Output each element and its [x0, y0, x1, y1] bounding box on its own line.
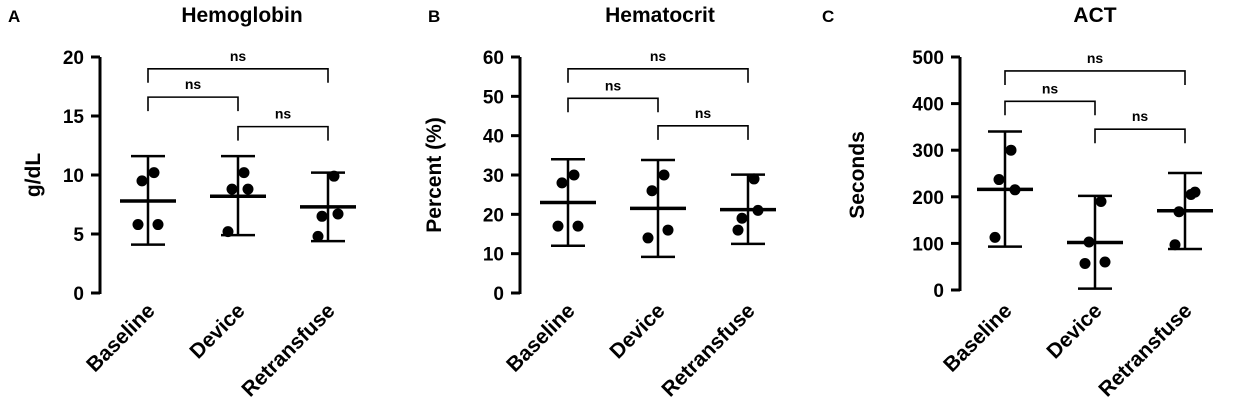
panel-b-significance-bracket: [567, 97, 659, 113]
panel-b-data-point: [736, 212, 748, 224]
panel-b-significance-label: ns: [695, 105, 712, 121]
panel-b-significance-bracket: [567, 68, 749, 83]
panel-a-x-tick-label: Baseline: [82, 299, 159, 376]
panel-a-significance-label: ns: [275, 106, 292, 122]
panel-c-data-point: [1079, 257, 1091, 269]
panel-b-data-point: [556, 177, 568, 189]
panel-b-data-point: [658, 169, 670, 181]
panel-c-y-tick-label: 200: [912, 188, 944, 209]
panel-b-y-tick-label: 10: [483, 245, 504, 266]
panel-a-data-point: [332, 208, 344, 220]
panel-a-significance-bracket: [147, 96, 239, 112]
panel-a-x-tick-label: Retransfuse: [237, 299, 339, 401]
panel-b-y-tick-label: 30: [483, 166, 504, 187]
panel-b-data-point: [646, 185, 658, 197]
panel-c-data-point: [1009, 184, 1021, 196]
panel-a-y-tick-label: 0: [73, 284, 84, 305]
panel-b-data-point: [552, 220, 564, 232]
panel-c-x-tick-label: Retransfuse: [1094, 299, 1196, 401]
panel-c-x-tick-label: Baseline: [939, 299, 1016, 376]
panel-b-data-point: [662, 224, 674, 236]
panel-c-significance-bracket: [1094, 128, 1186, 144]
panel-a-y-tick-label: 5: [73, 225, 84, 246]
panel-b-x-tick-label: Baseline: [502, 299, 579, 376]
panel-a-data-point: [152, 219, 164, 231]
panel-c-data-point: [1095, 195, 1107, 207]
panel-a-data-point: [312, 230, 324, 242]
panel-c-y-axis-label: Seconds: [846, 131, 869, 219]
panel-b-y-axis-label: Percent (%): [423, 117, 446, 233]
panel-a-data-point: [226, 183, 238, 195]
panel-a-y-tick-label: 20: [63, 48, 84, 69]
panel-c-data-point: [1099, 256, 1111, 268]
panel-b-significance-bracket: [657, 125, 749, 140]
panel-a-data-point: [148, 167, 160, 179]
panel-a-data-point: [242, 183, 254, 195]
panel-c-y-tick-label: 0: [933, 281, 944, 302]
panel-a-x-tick-label: Device: [185, 299, 249, 363]
panel-a-y-axis-label: g/dL: [22, 153, 45, 197]
panel-b-x-tick-label: Device: [605, 299, 669, 363]
panel-a-significance-bracket: [237, 125, 329, 141]
panel-b-data-point: [568, 169, 580, 181]
panel-a-significance-label: ns: [230, 48, 247, 64]
panel-a-letter: A: [8, 7, 20, 26]
panel-c-y-tick-label: 400: [912, 95, 944, 116]
panel-c-significance-bracket: [1004, 100, 1096, 116]
panel-b-x-tick-label: Retransfuse: [657, 299, 759, 401]
panel-a-data-point: [136, 175, 148, 187]
panel-a-data-point: [222, 226, 234, 238]
panel-b-data-point: [748, 173, 760, 185]
panel-b-significance-label: ns: [605, 77, 622, 93]
panel-b-letter: B: [428, 7, 440, 26]
panel-c-data-point: [1005, 144, 1017, 156]
panel-c-letter: C: [822, 7, 834, 26]
panel-a-significance-label: ns: [185, 76, 202, 92]
panel-c-y-tick-label: 100: [912, 234, 944, 255]
panel-b-title: Hematocrit: [605, 4, 715, 27]
panel-c-y-tick-label: 300: [912, 141, 944, 162]
panel-c-significance-bracket: [1004, 70, 1186, 85]
panel-c-significance-label: ns: [1132, 108, 1149, 124]
panel-b-data-point: [752, 204, 764, 216]
panel-a-data-point: [328, 170, 340, 182]
panel-b-y-tick-label: 0: [493, 284, 504, 305]
panel-b-significance-label: ns: [650, 48, 667, 64]
panel-c-data-point: [1169, 239, 1181, 251]
panel-c-data-point: [993, 174, 1005, 186]
panel-b-data-point: [732, 224, 744, 236]
panel-b-y-tick-label: 60: [483, 48, 504, 69]
panel-a-y-tick-label: 10: [63, 166, 84, 187]
panel-c-data-point: [1083, 236, 1095, 248]
panel-a-data-point: [238, 167, 250, 179]
panel-a-significance-bracket: [147, 68, 329, 83]
panel-c-data-point: [1189, 186, 1201, 198]
panel-c-significance-label: ns: [1042, 80, 1059, 96]
panel-b-y-tick-label: 50: [483, 87, 504, 108]
panel-c-y-tick-label: 500: [912, 48, 944, 69]
panel-c-x-tick-label: Device: [1042, 299, 1106, 363]
panel-c-data-point: [989, 231, 1001, 243]
panel-c-data-point: [1173, 206, 1185, 218]
panel-a-data-point: [132, 219, 144, 231]
panel-a-title: Hemoglobin: [181, 4, 302, 27]
panel-b-y-tick-label: 20: [483, 205, 504, 226]
panel-a-data-point: [316, 210, 328, 222]
panel-c-significance-label: ns: [1087, 50, 1104, 66]
panel-b-data-point: [572, 220, 584, 232]
panel-a-y-tick-label: 15: [63, 107, 85, 128]
panel-b-y-tick-label: 40: [483, 127, 504, 148]
panel-b-data-point: [642, 232, 654, 244]
panel-c-title: ACT: [1073, 4, 1116, 27]
